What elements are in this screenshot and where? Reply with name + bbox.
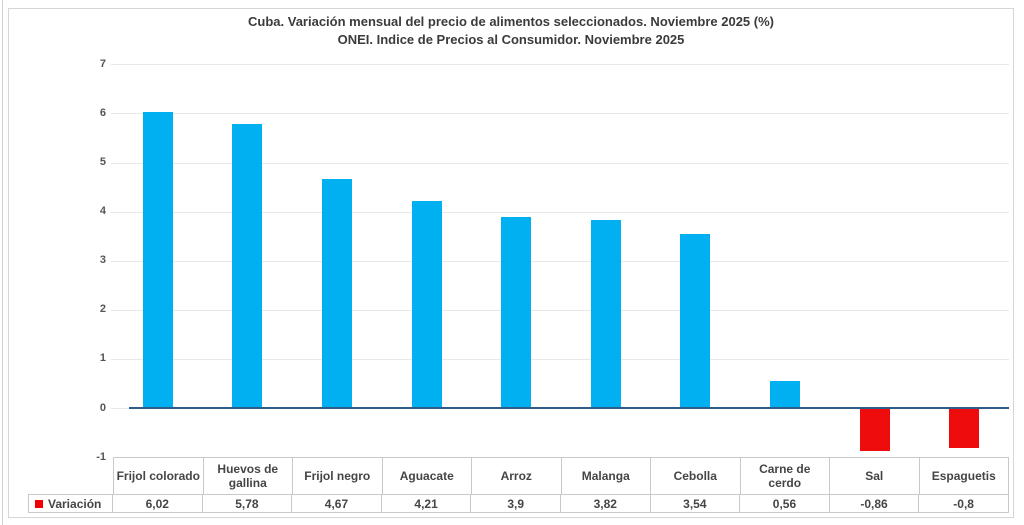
y-axis-label--1: -1 (96, 450, 106, 463)
y-axis-label-6: 6 (99, 106, 106, 119)
table-value-cell: 0,56 (740, 494, 830, 513)
table-header-cell: Carne de cerdo (740, 457, 830, 494)
window-edge (2, 0, 3, 525)
y-axis-label-5: 5 (99, 156, 106, 168)
bar-carne-de-cerdo (770, 380, 800, 408)
y-axis-label-3: 3 (99, 254, 106, 267)
chart-frame: Cuba. Variación mensual del precio de al… (8, 8, 1014, 518)
data-table-header-row: Frijol colorado Huevos de gallina Frijol n… (113, 457, 1009, 494)
bar-espaguetis (949, 409, 980, 449)
gridline-y5 (111, 162, 1009, 164)
legend-swatch-icon (35, 499, 43, 508)
table-value-cell: 4,21 (381, 494, 472, 513)
table-header-cell: Frijol colorado (113, 457, 204, 494)
bar-cebolla (680, 234, 711, 408)
table-value-cell: -0,86 (829, 494, 920, 513)
table-header-cell: Huevos de gallina (203, 457, 293, 494)
table-value-cell: 3,54 (650, 494, 741, 513)
table-value-cell: 3,9 (471, 494, 561, 513)
table-header-cell: Aguacate (382, 457, 472, 494)
gridline-y1 (111, 358, 1009, 360)
table-header-cell: Frijol negro (293, 457, 383, 494)
gridline-y4 (111, 211, 1009, 213)
bar-malanga (590, 220, 621, 408)
table-value-cell: 4,67 (292, 494, 382, 513)
zero-axis-line (129, 407, 1009, 409)
chart-title-block: Cuba. Variación mensual del precio de al… (9, 13, 1013, 49)
bar-sal (859, 409, 890, 452)
legend-label: Variación (48, 496, 102, 511)
bar-arroz (501, 216, 532, 408)
y-axis-label-7: 7 (99, 57, 106, 70)
table-header-cell: Cebolla (651, 457, 741, 494)
chart-title: Cuba. Variación mensual del precio de al… (248, 14, 774, 29)
legend-cell: Variación (28, 494, 113, 513)
gridline-y6 (111, 113, 1009, 115)
table-header-cell: Malanga (561, 457, 651, 494)
y-axis-label-2: 2 (99, 303, 106, 316)
y-axis-label-0: 0 (99, 401, 106, 414)
table-header-cell: Sal (830, 457, 920, 494)
table-value-cell: 3,82 (560, 494, 651, 513)
table-value-cell: 5,78 (202, 494, 293, 513)
table-header-cell: Arroz (472, 457, 562, 494)
bar-huevos-de-gallina (232, 124, 263, 408)
table-value-cell: 6,02 (113, 494, 203, 513)
gridline-y7 (111, 64, 1009, 66)
bar-frijol-negro (322, 178, 352, 408)
gridline-y3 (111, 260, 1009, 262)
chart-subtitle: ONEI. Indice de Precios al Consumidor. N… (337, 32, 685, 47)
bar-aguacate (411, 201, 442, 408)
bar-frijol-colorado (142, 112, 173, 408)
table-header-cell: Espaguetis (919, 457, 1009, 494)
y-axis-label-1: 1 (99, 352, 106, 365)
table-value-cell: -0,8 (919, 494, 1009, 513)
y-axis-label-4: 4 (99, 205, 106, 218)
gridline-y2 (111, 309, 1009, 311)
data-table-value-row: Variación 6,02 5,78 4,67 4,21 3,9 3,82 3,54 0,5… (28, 494, 1009, 513)
